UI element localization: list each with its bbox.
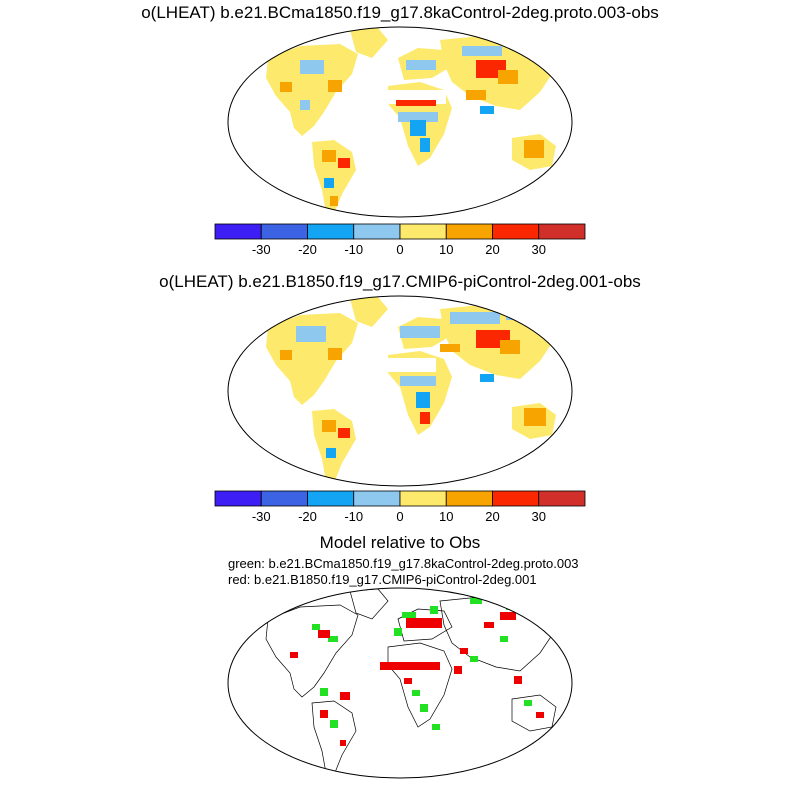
colorbar-swatch [307, 223, 355, 240]
panel-3-red-cells [290, 612, 544, 746]
colorbar-swatch [492, 223, 540, 240]
colorbar-tick-label: -20 [298, 509, 317, 524]
colorbar-swatch [260, 223, 308, 240]
colorbar-swatch [353, 223, 401, 240]
panel-1-title: o(LHEAT) b.e21.BCma1850.f19_g17.8kaContr… [141, 3, 659, 22]
colorbar-swatch [353, 490, 401, 507]
panel-1-map [227, 26, 573, 218]
colorbar-swatch [214, 490, 262, 507]
colorbar-swatch [445, 223, 493, 240]
colorbar-swatch [260, 490, 308, 507]
panel-3-map [227, 587, 573, 779]
panel-2-title: o(LHEAT) b.e21.B1850.f19_g17.CMIP6-piCon… [159, 272, 641, 291]
panel-2-map [227, 295, 573, 487]
legend-line-red: red: b.e21.B1850.f19_g17.CMIP6-piControl… [228, 572, 537, 587]
panel-1-map-boundary [227, 26, 573, 218]
colorbar-swatch [445, 490, 493, 507]
colorbar-tick-label: 10 [439, 242, 453, 257]
colorbar-swatch [538, 223, 586, 240]
colorbar-tick-label: 0 [396, 242, 403, 257]
panel-3-title: Model relative to Obs [319, 533, 481, 552]
colorbar-swatch [307, 490, 355, 507]
colorbar-tick-label: 20 [485, 509, 499, 524]
colorbar-swatch [492, 490, 540, 507]
colorbar-tick-label: -30 [252, 242, 271, 257]
legend-line-green: green: b.e21.BCma1850.f19_g17.8kaControl… [228, 556, 579, 571]
panel-3-map-boundary [227, 587, 573, 779]
colorbar-swatch [399, 223, 447, 240]
colorbar-tick-label: -20 [298, 242, 317, 257]
colorbar-tick-label: 30 [532, 242, 546, 257]
colorbar-tick-label: 10 [439, 509, 453, 524]
colorbar-swatch [538, 490, 586, 507]
panel-2-colorbar: -30 -20 -10 0 10 20 30 [214, 490, 586, 524]
panel-1-colorbar: -30 -20 -10 0 10 20 30 [214, 223, 586, 257]
panel-2-anomaly-patches [280, 306, 546, 458]
colorbar-tick-label: 20 [485, 242, 499, 257]
colorbar-tick-label: 30 [532, 509, 546, 524]
colorbar-swatch [214, 223, 262, 240]
panel-3-green-cells [312, 598, 532, 730]
panel-2-map-boundary [227, 295, 573, 487]
panel-2-land [266, 297, 566, 483]
colorbar-tick-label: -10 [344, 242, 363, 257]
colorbar-tick-label: 0 [396, 509, 403, 524]
colorbar-tick-label: -30 [252, 509, 271, 524]
colorbar-tick-label: -10 [344, 509, 363, 524]
colorbar-swatch [399, 490, 447, 507]
